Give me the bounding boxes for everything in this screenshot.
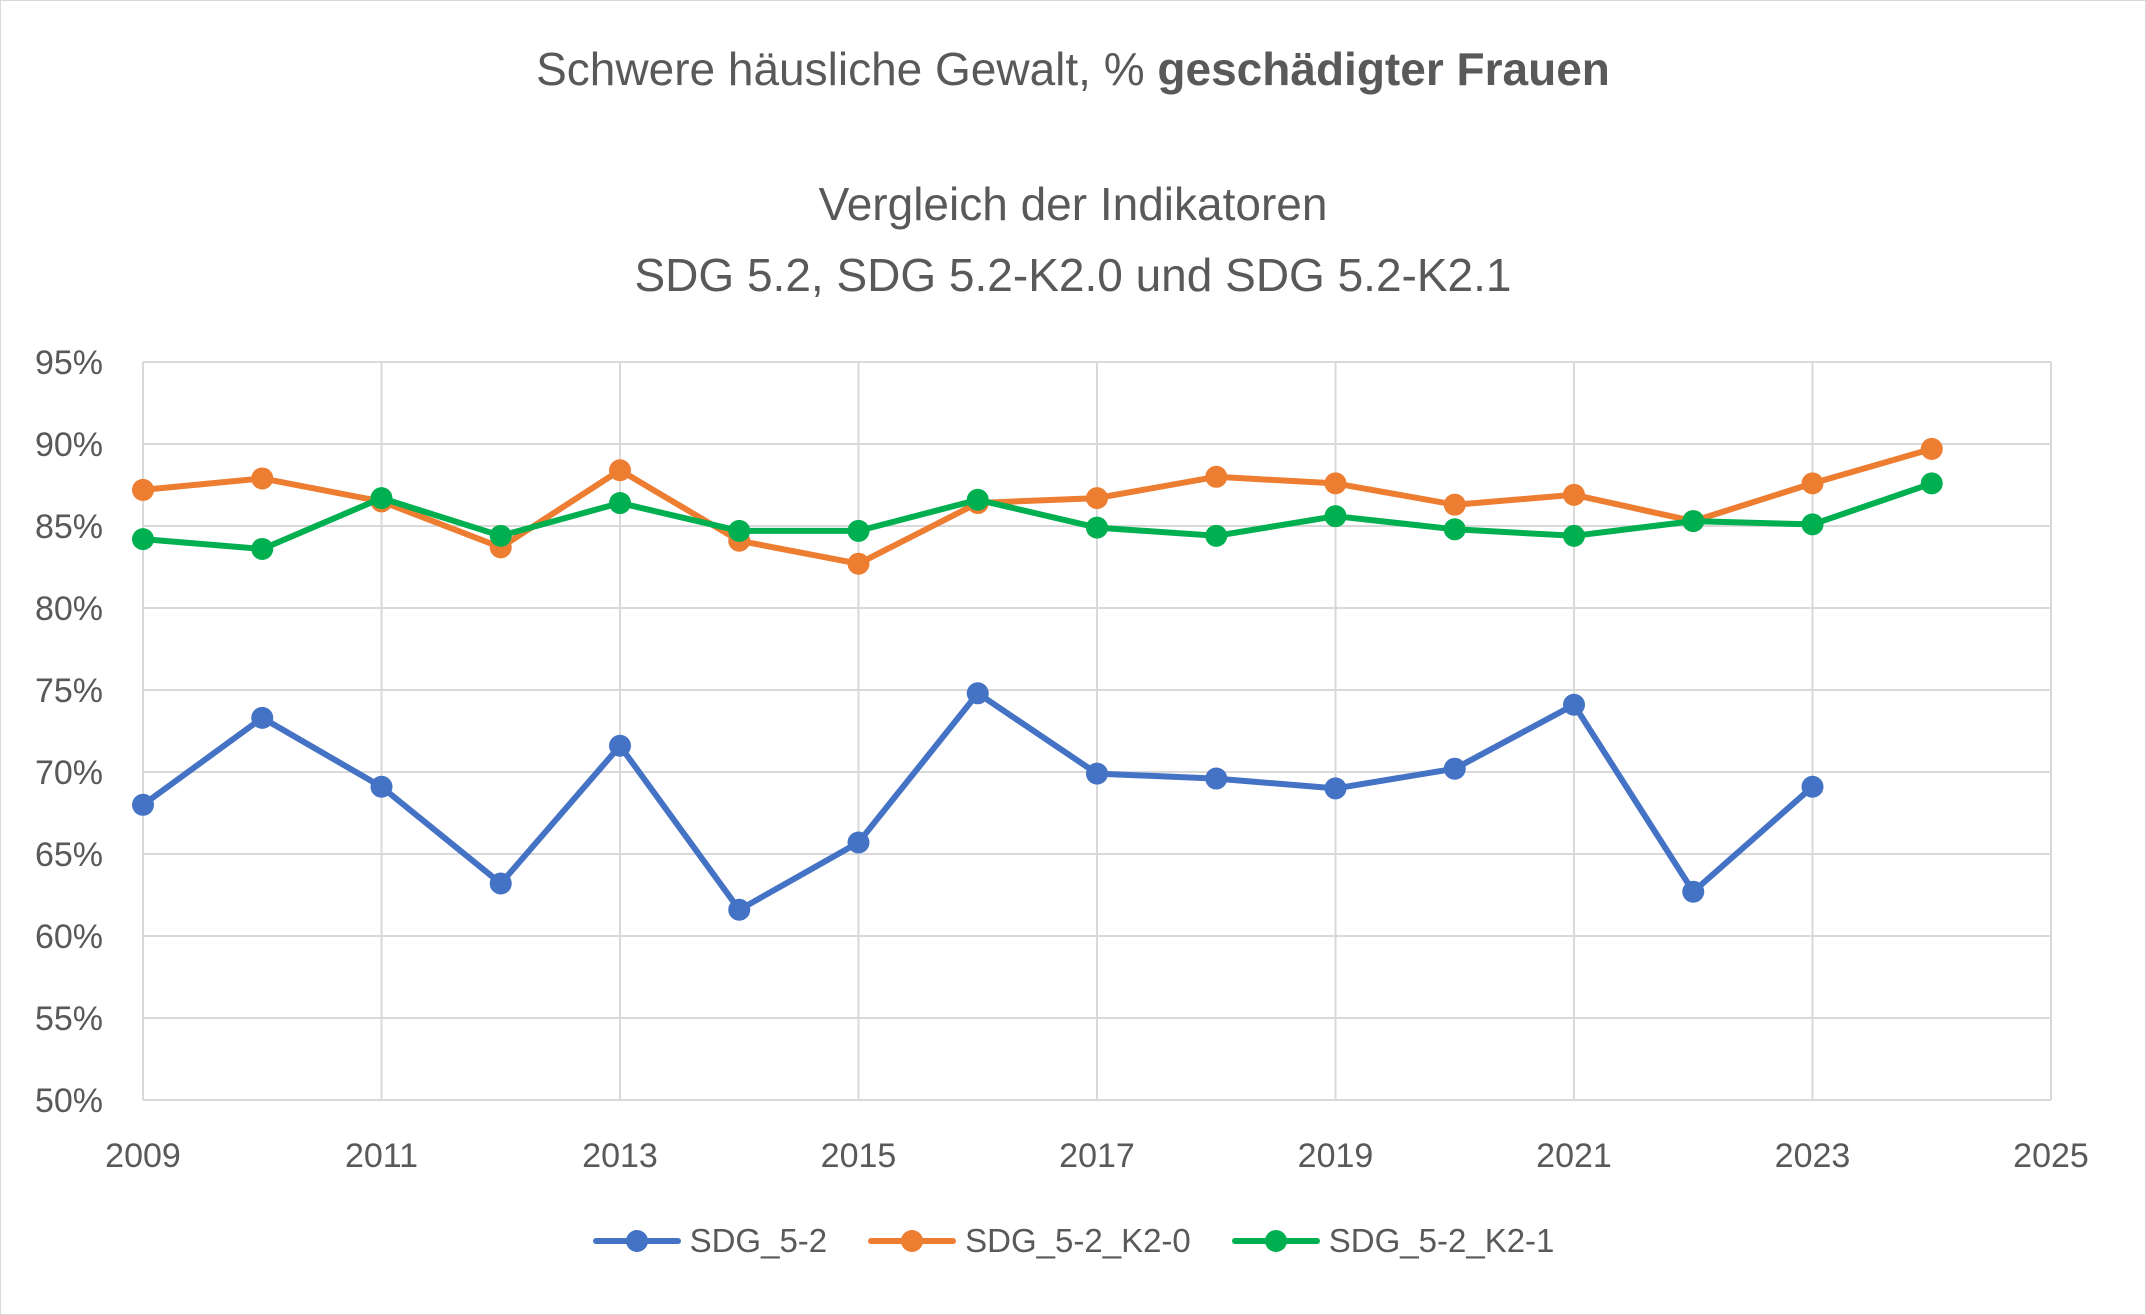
data-point <box>1086 487 1108 510</box>
legend-item: SDG_5-2_K2-0 <box>867 1222 1191 1260</box>
legend-label: SDG_5-2_K2-0 <box>965 1222 1191 1259</box>
data-point <box>251 467 274 490</box>
legend-label: SDG_5-2 <box>689 1222 828 1259</box>
chart-legend: SDG_5-2 SDG_5-2_K2-0 SDG_5-2_K2-1 <box>0 1222 2146 1260</box>
y-tick-label: 70% <box>35 754 103 792</box>
data-point <box>1682 510 1705 533</box>
data-point <box>609 492 631 515</box>
axis-tick-labels: 50% 55% 60% 65% 70% 75% 80% 85% 90% 95% 2009 2011 20… <box>35 344 2089 1175</box>
y-tick-label: 95% <box>35 344 103 382</box>
y-tick-label: 50% <box>35 1082 103 1120</box>
y-tick-label: 60% <box>35 918 103 956</box>
x-tick-label: 2011 <box>345 1137 418 1175</box>
data-point <box>1682 880 1705 903</box>
x-tick-label: 2015 <box>821 1137 897 1175</box>
x-tick-label: 2013 <box>582 1137 658 1175</box>
series-line <box>140 445 1935 567</box>
data-point <box>489 872 512 895</box>
legend-item: SDG_5-2 <box>592 1222 828 1260</box>
data-point <box>489 524 512 547</box>
x-tick-label: 2019 <box>1298 1137 1374 1175</box>
data-point <box>251 537 274 560</box>
chart-title: Schwere häusliche Gewalt, % geschädigter… <box>0 42 2146 96</box>
data-point <box>1205 465 1228 488</box>
chart-title-regular: Schwere häusliche Gewalt, % <box>536 43 1158 95</box>
data-point <box>1324 505 1347 528</box>
data-point <box>1324 777 1347 800</box>
data-point <box>1563 524 1585 547</box>
data-point <box>1801 472 1824 495</box>
data-point <box>1563 483 1585 506</box>
data-point <box>1086 516 1108 539</box>
y-tick-label: 85% <box>35 508 103 546</box>
legend-item: SDG_5-2_K2-1 <box>1231 1222 1555 1260</box>
data-point <box>966 682 989 705</box>
data-point <box>847 519 870 542</box>
series-line <box>140 690 1816 913</box>
data-point <box>1086 762 1108 785</box>
series-line <box>140 480 1935 552</box>
grid-lines <box>142 361 2052 1101</box>
data-point <box>1563 693 1585 716</box>
data-point <box>609 734 631 757</box>
data-point <box>1324 472 1347 495</box>
x-tick-label: 2021 <box>1536 1137 1612 1175</box>
chart-subtitle-line-1: Vergleich der Indikatoren <box>818 178 1328 230</box>
data-point <box>1801 513 1824 536</box>
data-point <box>847 552 870 575</box>
data-point <box>609 459 631 482</box>
data-point <box>728 519 751 542</box>
data-point <box>966 488 989 511</box>
chart-title-bold: geschädigter Frauen <box>1157 43 1610 95</box>
y-tick-label: 90% <box>35 426 103 464</box>
series-lines <box>132 437 1943 921</box>
x-tick-label: 2017 <box>1059 1137 1135 1175</box>
data-point <box>1920 437 1943 460</box>
data-point <box>1801 775 1824 798</box>
chart-subtitle-line-2: SDG 5.2, SDG 5.2-K2.0 und SDG 5.2-K2.1 <box>634 249 1512 301</box>
data-point <box>1443 493 1466 516</box>
data-point <box>132 478 154 501</box>
data-point <box>847 831 870 854</box>
series-1 <box>132 682 1824 921</box>
y-tick-label: 80% <box>35 590 103 628</box>
x-tick-label: 2009 <box>105 1137 181 1175</box>
data-point <box>1920 472 1943 495</box>
data-point <box>1205 524 1228 547</box>
legend-marker-icon <box>592 1230 681 1252</box>
x-tick-label: 2025 <box>2013 1137 2089 1175</box>
line-chart-plot: 50% 55% 60% 65% 70% 75% 80% 85% 90% 95% 2009 2011 20… <box>35 344 2089 1175</box>
data-point <box>1443 757 1466 780</box>
y-tick-label: 75% <box>35 672 103 710</box>
legend-label: SDG_5-2_K2-1 <box>1328 1222 1555 1259</box>
y-tick-label: 65% <box>35 836 103 874</box>
data-point <box>132 793 154 816</box>
data-point <box>728 898 751 921</box>
data-point <box>370 775 393 798</box>
x-tick-label: 2023 <box>1775 1137 1851 1175</box>
data-point <box>1443 518 1466 541</box>
data-point <box>251 706 274 729</box>
data-point <box>1205 767 1228 790</box>
legend-marker-icon <box>1231 1230 1320 1252</box>
series-3 <box>132 472 1943 560</box>
data-point <box>132 528 154 551</box>
data-point <box>370 487 393 510</box>
legend-marker-icon <box>868 1230 957 1252</box>
y-tick-label: 55% <box>35 1000 103 1038</box>
